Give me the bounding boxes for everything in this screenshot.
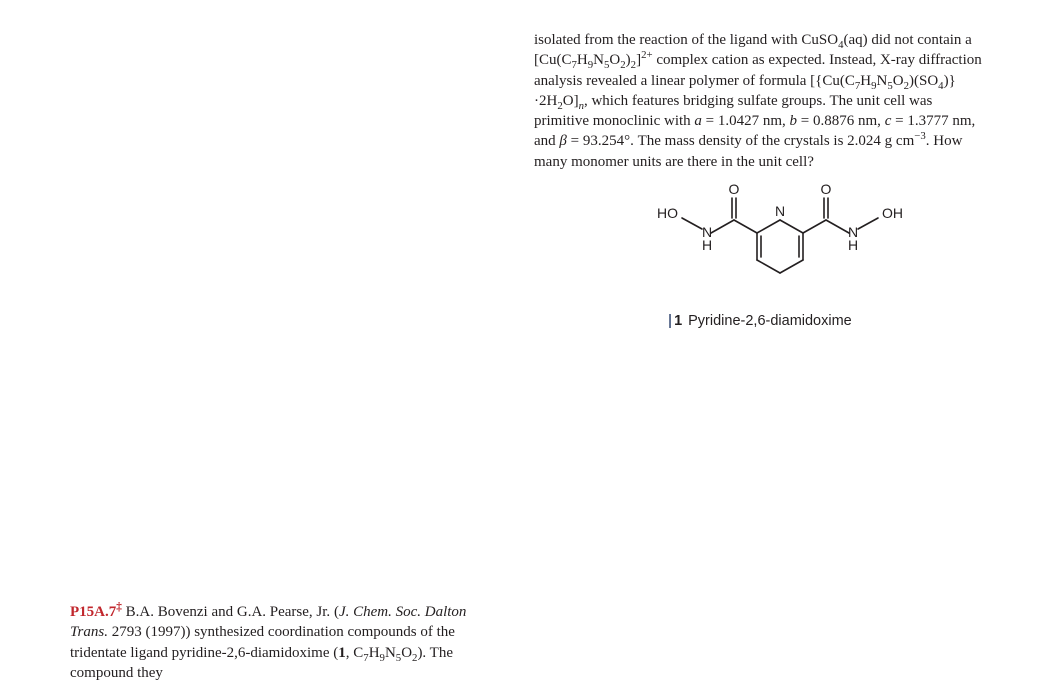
ring-n-label: N [775, 203, 785, 219]
o-right-label: O [821, 181, 832, 197]
left-column: P15A.7‡ B.A. Bovenzi and G.A. Pearse, Jr… [70, 600, 490, 683]
structure-svg: N O O N H N H HO OH [650, 180, 910, 290]
structure-figure: N O O N H N H HO OH |1Pyridine-2,6-diami… [650, 180, 930, 329]
o-left-label: O [729, 181, 740, 197]
problem-text-left: B.A. Bovenzi and G.A. Pearse, Jr. (J. Ch… [70, 604, 466, 681]
problem-text-right: isolated from the reaction of the ligand… [534, 32, 982, 170]
oh-label: OH [882, 205, 903, 221]
problem-label: P15A.7‡ [70, 604, 122, 620]
ho-label: HO [657, 205, 678, 221]
h-left-label: H [702, 237, 712, 253]
structure-caption: |1Pyridine-2,6-diamidoxime [668, 313, 930, 329]
right-column: isolated from the reaction of the ligand… [534, 30, 986, 172]
h-right-label: H [848, 237, 858, 253]
page: P15A.7‡ B.A. Bovenzi and G.A. Pearse, Jr… [0, 0, 1046, 700]
